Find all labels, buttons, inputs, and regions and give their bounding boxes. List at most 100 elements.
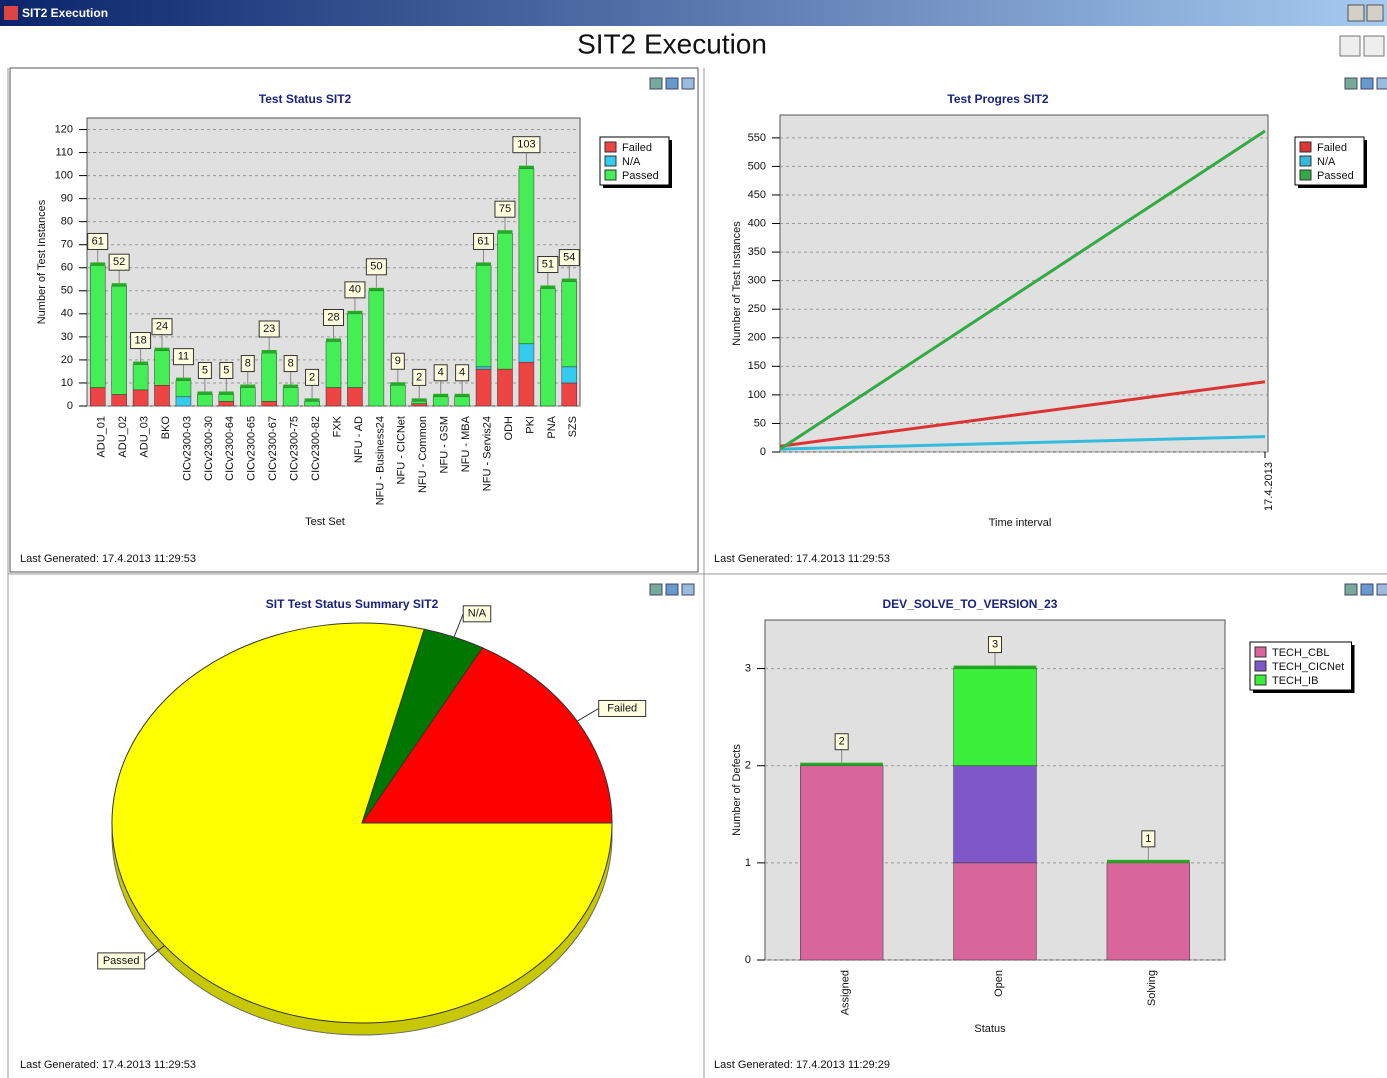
y-tick-label: 0: [760, 446, 766, 458]
x-tick-label: ODH: [503, 416, 515, 441]
bar-cap: [540, 285, 556, 289]
x-tick-label: NFU - Business24: [374, 416, 386, 505]
x-tick-label: ADU_02: [117, 416, 129, 458]
legend-label: Passed: [622, 170, 659, 182]
slice-label: Passed: [103, 955, 140, 967]
slice-label: N/A: [468, 608, 487, 620]
y-tick-label: 10: [61, 377, 73, 389]
y-tick-label: 20: [61, 354, 73, 366]
bar-segment: [561, 382, 578, 407]
data-label: 103: [517, 139, 535, 151]
data-label: 28: [327, 311, 339, 323]
x-tick-label: Open: [993, 970, 1005, 997]
slice-label: Failed: [607, 702, 637, 714]
bar-segment: [475, 265, 492, 368]
panel-icon: [649, 583, 663, 596]
data-label: 52: [113, 256, 125, 268]
label-leader: [144, 945, 165, 962]
panel-icon: [665, 77, 679, 90]
x-tick-label: 17.4.2013: [1263, 462, 1275, 511]
bar-segment: [261, 352, 277, 402]
y-tick-label: 80: [61, 216, 73, 228]
bar-segment: [561, 366, 578, 384]
bar-segment: [475, 366, 492, 370]
legend-label: Failed: [1317, 142, 1347, 154]
bar-cap: [497, 230, 513, 234]
bar-segment: [154, 350, 170, 386]
chart-title: Test Progres SIT2: [947, 92, 1048, 106]
legend-label: Failed: [622, 142, 652, 154]
x-tick-label: Solving: [1146, 970, 1158, 1006]
label-box: [834, 733, 849, 751]
legend-swatch: [1254, 674, 1267, 686]
y-tick-label: 500: [748, 160, 766, 172]
bar-cap: [433, 393, 449, 397]
toolbar-button[interactable]: [1339, 35, 1361, 57]
x-axis-label: Time interval: [989, 517, 1052, 529]
data-label: 3: [992, 638, 998, 650]
pie-slice: [111, 622, 613, 1024]
close-button[interactable]: [1366, 4, 1384, 22]
bar-cap: [325, 338, 342, 342]
data-label: 51: [542, 258, 554, 270]
bar-segment: [132, 389, 149, 407]
bar-cap: [411, 398, 427, 402]
x-axis-label: Test Set: [305, 516, 345, 528]
bar-segment: [454, 396, 470, 407]
label-box: [172, 348, 194, 366]
bar-cap: [240, 384, 256, 388]
label-box: [365, 258, 387, 276]
label-box: [462, 605, 492, 623]
bar-segment: [390, 385, 406, 407]
y-tick-label: 100: [748, 389, 766, 401]
label-box: [390, 352, 405, 370]
legend-swatch: [604, 141, 617, 153]
y-tick-label: 250: [748, 303, 766, 315]
y-tick-label: 350: [748, 246, 766, 258]
label-box: [598, 699, 647, 717]
bar-cap: [1106, 859, 1190, 863]
toolbar-button[interactable]: [1363, 35, 1385, 57]
chart-title: Test Status SIT2: [259, 92, 352, 106]
footer: Last Generated: 17.4.2013 11:29:53: [714, 553, 890, 565]
legend-swatch: [604, 169, 617, 181]
bar-cap: [953, 665, 1037, 669]
legend-swatch: [1299, 155, 1312, 167]
bar-cap: [304, 398, 320, 402]
y-tick-label: 0: [745, 954, 751, 966]
label-box: [87, 232, 109, 250]
x-tick-label: ADU_03: [138, 416, 150, 458]
data-label: 5: [223, 364, 229, 376]
maximize-button[interactable]: [1347, 4, 1365, 22]
bar-segment: [432, 396, 449, 407]
label-box: [283, 355, 298, 373]
label-box: [219, 361, 234, 379]
label-box: [433, 364, 448, 382]
data-label: 61: [477, 235, 489, 247]
bar-segment: [89, 265, 106, 388]
bar-segment: [800, 765, 884, 961]
line-series: [779, 435, 1266, 451]
x-tick-label: BKO: [160, 416, 172, 440]
bar-segment: [540, 288, 556, 407]
bar-cap: [218, 391, 234, 395]
label-box: [258, 320, 280, 338]
panel-icon: [1376, 77, 1387, 90]
bar-segment: [497, 368, 513, 407]
window-title: SIT2 Execution: [22, 6, 108, 20]
bar-segment: [111, 285, 127, 395]
legend-label: N/A: [622, 156, 641, 168]
y-tick-label: 90: [61, 193, 73, 205]
bar-segment: [175, 380, 192, 398]
y-tick-label: 300: [748, 275, 766, 287]
bar-cap: [518, 165, 534, 169]
bar-segment: [132, 364, 149, 391]
label-box: [197, 361, 212, 379]
x-tick-label: NFU - CICNet: [396, 416, 408, 484]
bar-cap: [261, 350, 277, 354]
x-tick-label: NFU - Servis24: [481, 416, 493, 491]
y-tick-label: 70: [61, 239, 73, 251]
bar-cap: [283, 384, 299, 388]
label-leader: [453, 613, 464, 638]
legend-label: N/A: [1317, 156, 1336, 168]
